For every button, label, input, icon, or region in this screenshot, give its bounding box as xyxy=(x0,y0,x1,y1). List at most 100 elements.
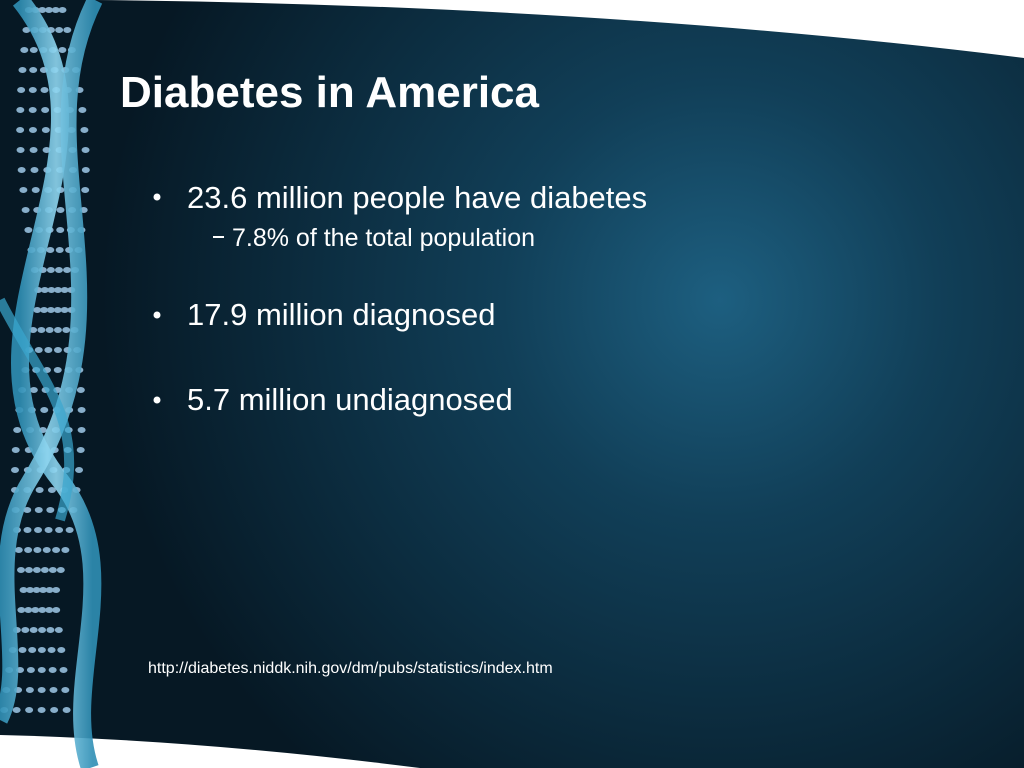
helix-dot xyxy=(41,107,50,113)
helix-dot xyxy=(40,407,49,413)
helix-dot xyxy=(37,327,46,333)
helix-dot xyxy=(78,107,87,113)
helix-dot xyxy=(24,607,33,613)
helix-dot xyxy=(32,567,41,573)
helix-dot xyxy=(80,127,89,133)
helix-dot xyxy=(62,707,71,713)
helix-dot xyxy=(28,107,37,113)
helix-dot xyxy=(46,307,55,313)
helix-dot xyxy=(44,347,53,353)
helix-dot xyxy=(35,487,44,493)
helix-dot xyxy=(19,187,28,193)
helix-dot xyxy=(51,7,60,13)
helix-dot xyxy=(29,67,38,73)
helix-dot xyxy=(34,527,43,533)
helix-dot xyxy=(56,227,65,233)
helix-dot xyxy=(24,567,33,573)
helix-dot xyxy=(53,307,62,313)
helix-dot xyxy=(25,707,34,713)
helix-dot xyxy=(50,707,59,713)
helix-dot xyxy=(81,167,90,173)
helix-dot xyxy=(63,267,72,273)
helix-dot xyxy=(55,247,64,253)
helix-dot xyxy=(77,407,86,413)
helix-dot xyxy=(54,267,63,273)
helix-dot xyxy=(44,527,53,533)
helix-dot xyxy=(16,147,25,153)
helix-dot xyxy=(55,27,64,33)
helix-dot xyxy=(25,687,34,693)
helix-dot xyxy=(53,367,62,373)
helix-dot xyxy=(40,87,49,93)
bullet-text: 23.6 million people have diabetes xyxy=(187,180,648,215)
helix-dot xyxy=(33,547,42,553)
helix-dot xyxy=(17,87,26,93)
helix-dot xyxy=(24,227,33,233)
helix-dot xyxy=(46,627,55,633)
helix-dot xyxy=(42,547,51,553)
helix-dot xyxy=(20,47,29,53)
helix-dot xyxy=(65,527,74,533)
helix-dot xyxy=(14,547,23,553)
helix-dot xyxy=(34,347,43,353)
helix-dot xyxy=(17,167,26,173)
slide-title: Diabetes in America xyxy=(120,68,539,117)
helix-dot xyxy=(38,7,47,13)
helix-dot xyxy=(24,547,33,553)
bullet xyxy=(153,396,161,404)
helix-dot xyxy=(42,147,51,153)
helix-dot xyxy=(21,207,30,213)
helix-dot xyxy=(40,307,49,313)
helix-dot xyxy=(31,187,40,193)
helix-dot xyxy=(29,627,38,633)
helix-dot xyxy=(40,567,49,573)
helix-dot xyxy=(53,327,62,333)
helix-dot xyxy=(33,307,42,313)
helix-dot xyxy=(56,567,65,573)
helix-dot xyxy=(21,627,30,633)
helix-dot xyxy=(54,627,63,633)
sub-bullet-text: 7.8% of the total population xyxy=(232,224,536,252)
helix-dot xyxy=(56,207,65,213)
helix-dot xyxy=(16,127,25,133)
helix-dot xyxy=(61,547,70,553)
helix-dot xyxy=(11,447,20,453)
helix-dot xyxy=(26,587,35,593)
helix-dot xyxy=(29,47,38,53)
helix-dot xyxy=(46,247,55,253)
helix-dot xyxy=(34,507,43,513)
helix-dot xyxy=(45,607,54,613)
helix-dot xyxy=(28,647,37,653)
helix-dot xyxy=(12,707,21,713)
helix-dot xyxy=(77,427,86,433)
helix-dot xyxy=(61,687,70,693)
bullet-text: 5.7 million undiagnosed xyxy=(187,382,513,417)
helix-dot xyxy=(39,587,48,593)
helix-dot xyxy=(30,167,39,173)
helix-dot xyxy=(45,587,54,593)
helix-dot xyxy=(13,427,22,433)
bullet-text: 17.9 million diagnosed xyxy=(187,297,496,332)
bullet xyxy=(153,311,161,319)
helix-dot xyxy=(17,607,26,613)
helix-dot xyxy=(58,7,67,13)
helix-dot xyxy=(26,667,35,673)
helix-dot xyxy=(47,287,56,293)
helix-dot xyxy=(52,587,61,593)
helix-dot xyxy=(60,287,69,293)
helix-dot xyxy=(37,707,46,713)
helix-dot xyxy=(48,667,57,673)
helix-dot xyxy=(75,467,84,473)
helix-dot xyxy=(17,567,26,573)
helix-dot xyxy=(49,687,58,693)
helix-dot xyxy=(46,507,55,513)
helix-dot xyxy=(16,107,25,113)
helix-dot xyxy=(62,327,71,333)
helix-dot xyxy=(44,7,53,13)
helix-dot xyxy=(38,627,47,633)
helix-dot xyxy=(55,527,64,533)
helix-dot xyxy=(81,147,90,153)
helix-dot xyxy=(52,607,61,613)
helix-dot xyxy=(37,667,46,673)
helix-dot xyxy=(28,87,37,93)
